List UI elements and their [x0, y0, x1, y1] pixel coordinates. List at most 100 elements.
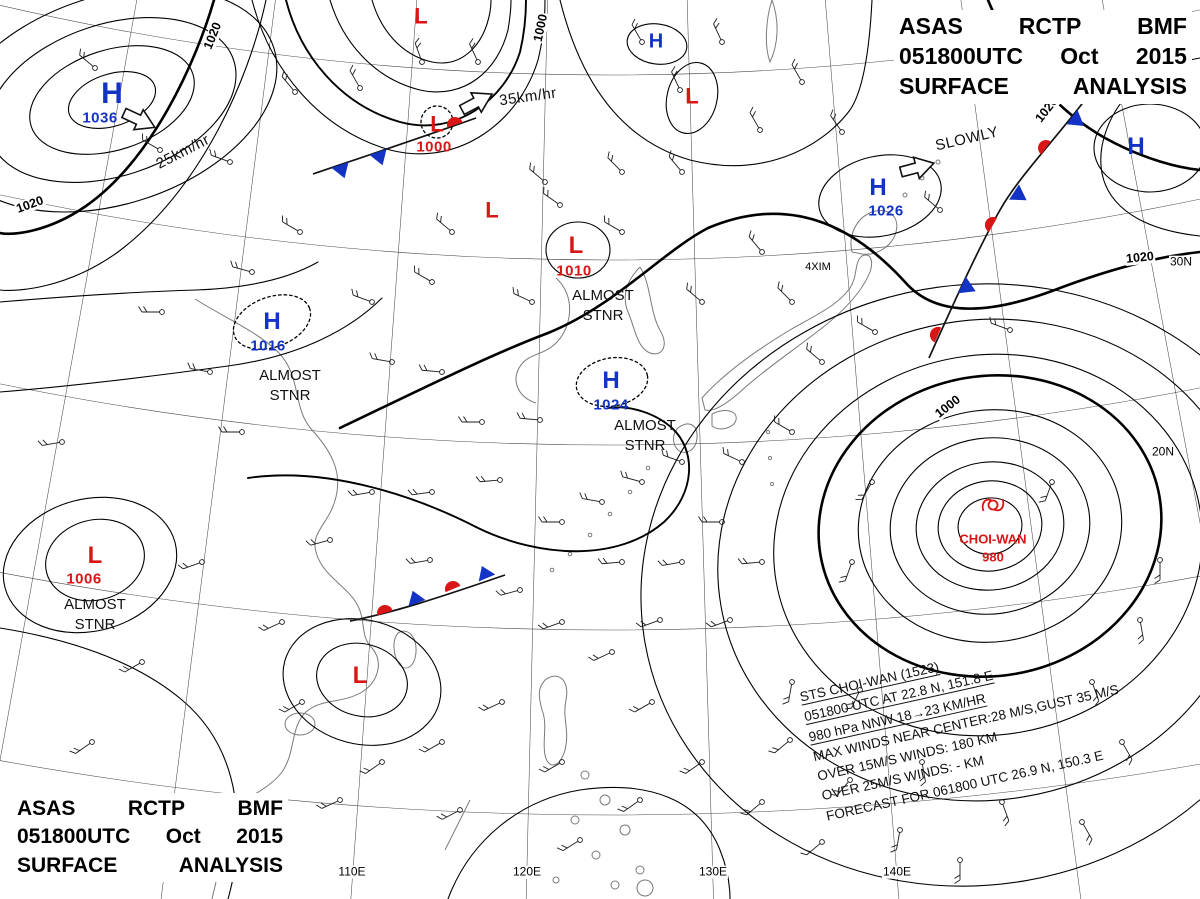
longitude-line	[160, 0, 276, 899]
low-center-letter: L	[352, 662, 368, 690]
station-wind-barb	[469, 38, 481, 65]
almost-stnr-label: ALMOST STNR	[259, 366, 321, 404]
station-wind-barb	[705, 617, 733, 628]
coast-hainan	[284, 712, 316, 736]
station-wind-barb	[1154, 557, 1163, 584]
station-wind-barb	[141, 133, 163, 153]
station-wind-barb	[418, 364, 445, 375]
isobar-value-label: 1020	[13, 193, 47, 217]
station-wind-barb	[579, 492, 605, 505]
station-wind-barb	[603, 215, 625, 235]
pressure-value: 1006	[66, 570, 102, 588]
station-wind-barb	[830, 109, 845, 135]
chart-title-top-right: ASAS RCTP BMF 051800UTC Oct 2015 SURFACE ANAL…	[894, 10, 1192, 104]
station-wind-barb	[436, 807, 463, 820]
station-wind-barb	[475, 475, 503, 483]
station-wind-barb	[138, 306, 165, 315]
station-wind-barb	[281, 215, 303, 235]
station-wind-barb	[791, 58, 805, 85]
station-wind-barb	[830, 777, 853, 796]
isobars-low-south-china	[282, 618, 442, 746]
pressure-value: 1016	[250, 337, 286, 355]
station-wind-barb	[209, 148, 233, 165]
front-stationary-south	[349, 566, 506, 622]
station-wind-barb	[538, 516, 565, 525]
high-center-letter: H	[101, 76, 123, 110]
station-wind-barb	[856, 315, 878, 335]
low-center-letter: L	[414, 3, 428, 29]
station-wind-barb	[543, 186, 563, 208]
longitude-label: 130E	[697, 864, 729, 879]
station-wind-barb	[782, 679, 795, 705]
latitude-label: 20N	[1150, 444, 1176, 459]
station-wind-barb	[588, 649, 615, 661]
title-line-2: 051800UTC Oct 2015	[17, 825, 283, 849]
station-wind-barb	[620, 470, 645, 485]
typhoon-name-label: CHOI-WAN	[959, 531, 1027, 547]
isobars-dashed-highs	[232, 294, 649, 408]
longitude-label: 110E	[337, 864, 367, 879]
fronts	[312, 95, 1089, 622]
title-line-3: SURFACE ANALYSIS	[17, 853, 283, 877]
philippine-islands	[552, 770, 654, 897]
station-wind-barb	[919, 759, 926, 787]
low-center-letter: L	[685, 83, 699, 109]
motion-speed-label: 35km/hr	[498, 84, 558, 110]
station-wind-barb	[79, 48, 98, 71]
station-wind-barb	[617, 797, 643, 812]
station-wind-barb	[657, 559, 685, 566]
station-wind-barb	[800, 839, 825, 856]
latitude-label: 30N	[1168, 254, 1194, 269]
high-center-letter: H	[602, 367, 620, 395]
front-stationary-northwest	[312, 116, 477, 179]
station-wind-barb	[230, 260, 255, 275]
station-wind-barb	[679, 759, 705, 774]
coast-shikoku	[711, 410, 737, 430]
station-wind-barb	[177, 559, 205, 570]
station-wind-barb	[749, 106, 763, 133]
station-wind-barb	[529, 162, 548, 185]
title-line-1: ASAS RCTP BMF	[17, 797, 283, 820]
station-wind-barb	[631, 18, 645, 45]
coast-sakhalin	[765, 0, 778, 64]
station-wind-barb	[37, 439, 65, 446]
station-wind-barb	[347, 489, 375, 496]
station-wind-barb	[845, 687, 863, 710]
izu-islands	[765, 429, 775, 487]
coast-china-vietnam	[194, 298, 379, 899]
station-wind-barb	[458, 416, 485, 425]
station-wind-barb	[737, 557, 765, 565]
station-wind-barb	[118, 659, 145, 673]
station-wind-barb	[661, 448, 685, 465]
station-wind-barb	[516, 412, 543, 423]
station-wind-barb	[722, 447, 745, 465]
station-wind-barb	[806, 342, 825, 365]
title-line-3: SURFACE ANALYSIS	[899, 72, 1187, 99]
isobar-value-label: 1000	[530, 12, 551, 44]
station-wind-barb	[349, 64, 363, 91]
longitude-line	[960, 0, 1082, 899]
station-wind-barb	[890, 827, 903, 853]
isobars-high-1026	[818, 154, 942, 238]
pressure-value: 1026	[868, 202, 904, 220]
station-wind-barb	[351, 288, 375, 305]
station-wind-barb	[597, 557, 625, 565]
station-wind-barb	[748, 230, 765, 255]
high-center-letter: H	[1127, 133, 1145, 161]
station-wind-barb	[414, 37, 425, 65]
pressure-value: 1000	[416, 138, 452, 156]
longitude-label: 140E	[881, 864, 913, 879]
coast-hokkaido	[850, 210, 898, 255]
coast-palawan	[444, 799, 471, 851]
front-stationary-east	[928, 95, 1089, 359]
station-wind-barb	[556, 837, 583, 852]
isobars-low-1006	[2, 496, 178, 634]
pressure-value: 1024	[593, 396, 629, 414]
station-wind-barb	[305, 537, 333, 546]
isobar-value-label: 1020	[200, 19, 225, 53]
station-wind-barb	[607, 151, 625, 175]
station-id-label: 4XIM	[804, 261, 832, 274]
